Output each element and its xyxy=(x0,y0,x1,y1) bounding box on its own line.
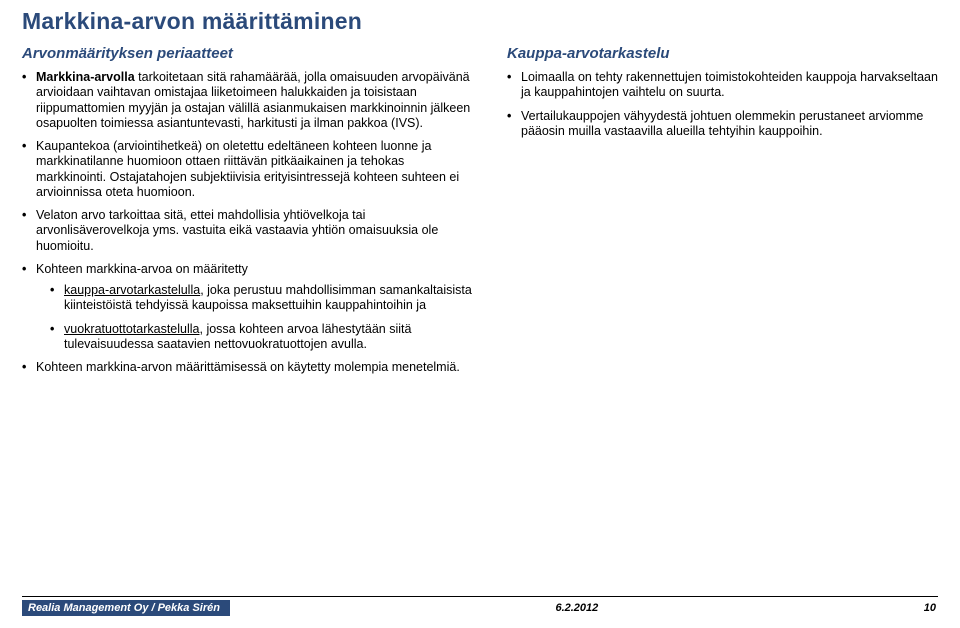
right-bullets: Loimaalla on tehty rakennettujen toimist… xyxy=(507,70,938,139)
footer-left: Realia Management Oy / Pekka Sirén xyxy=(22,600,230,616)
left-bullet-3: Velaton arvo tarkoittaa sitä, ettei mahd… xyxy=(22,208,477,254)
left-bullet-4: Kohteen markkina-arvoa on määritetty kau… xyxy=(22,262,477,352)
right-bullet-1: Loimaalla on tehty rakennettujen toimist… xyxy=(507,70,938,101)
left-bullet-1: Markkina-arvolla tarkoitetaan sitä raham… xyxy=(22,70,477,131)
left-bullet-2: Kaupantekoa (arviointihetkeä) on oletett… xyxy=(22,139,477,200)
slide-footer: Realia Management Oy / Pekka Sirén 6.2.2… xyxy=(22,596,938,616)
sub2-lead: vuokratuottotarkastelulla xyxy=(64,322,200,336)
left-column: Arvonmäärityksen periaatteet Markkina-ar… xyxy=(22,45,477,383)
footer-date: 6.2.2012 xyxy=(230,602,924,614)
slide-title: Markkina-arvon määrittäminen xyxy=(22,8,938,35)
footer-bar: Realia Management Oy / Pekka Sirén 6.2.2… xyxy=(22,599,938,616)
left-subhead: Arvonmäärityksen periaatteet xyxy=(22,45,477,62)
right-column: Kauppa-arvotarkastelu Loimaalla on tehty… xyxy=(507,45,938,383)
sub-bullet-1: kauppa-arvotarkastelulla, joka perustuu … xyxy=(50,283,477,314)
footer-rule xyxy=(22,596,938,597)
right-subhead: Kauppa-arvotarkastelu xyxy=(507,45,938,62)
slide-page: Markkina-arvon määrittäminen Arvonmäärit… xyxy=(0,0,960,628)
left-bullet-5: Kohteen markkina-arvon määrittämisessä o… xyxy=(22,360,477,375)
p4-text: Kohteen markkina-arvoa on määritetty xyxy=(36,262,248,276)
p1-lead: Markkina-arvolla xyxy=(36,70,135,84)
footer-page-number: 10 xyxy=(924,602,938,614)
left-bullets: Markkina-arvolla tarkoitetaan sitä raham… xyxy=(22,70,477,375)
left-sub-bullets: kauppa-arvotarkastelulla, joka perustuu … xyxy=(36,283,477,352)
sub-bullet-2: vuokratuottotarkastelulla, jossa kohteen… xyxy=(50,322,477,353)
sub1-lead: kauppa-arvotarkastelulla xyxy=(64,283,200,297)
content-columns: Arvonmäärityksen periaatteet Markkina-ar… xyxy=(22,45,938,383)
right-bullet-2: Vertailukauppojen vähyydestä johtuen ole… xyxy=(507,109,938,140)
